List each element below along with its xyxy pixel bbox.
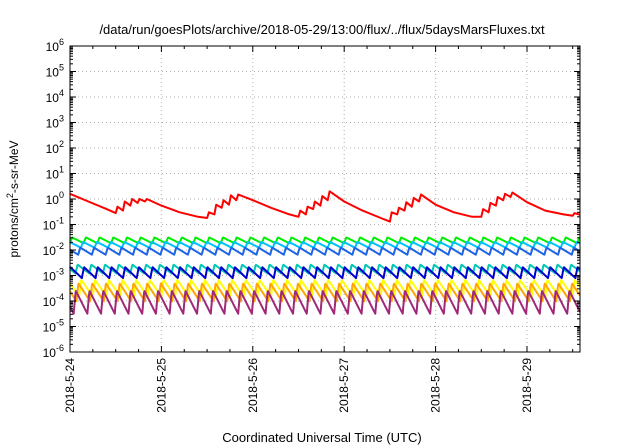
grid <box>70 46 580 352</box>
chart-title: /data/run/goesPlots/archive/2018-05-29/1… <box>99 22 545 37</box>
y-tick-label-base: 10 <box>46 91 60 105</box>
x-tick-label: 2018-5-29 <box>520 358 534 413</box>
series-line-3 <box>69 241 581 249</box>
y-tick-label: 105 <box>46 63 64 80</box>
y-tick-label: 10-5 <box>43 318 64 335</box>
y-axis-label: protons/cm2-s-sr-MeV <box>5 140 21 257</box>
y-tick-label-base: 10 <box>46 142 60 156</box>
y-tick-label-exponent: -1 <box>56 216 64 226</box>
x-tick-label: 2018-5-24 <box>63 358 77 413</box>
y-tick-label-exponent: -5 <box>56 318 64 328</box>
y-tick-label-exponent: -4 <box>56 292 64 302</box>
y-tick-label-exponent: 5 <box>59 63 64 73</box>
x-tick-label: 2018-5-26 <box>246 358 260 413</box>
ticks: 10-610-510-410-310-210-11001011021031041… <box>43 37 580 413</box>
series-line-6 <box>69 266 581 280</box>
x-tick-label: 2018-5-25 <box>154 358 168 413</box>
y-tick-label-exponent: -6 <box>56 343 64 353</box>
y-tick-label-base: 10 <box>46 40 60 54</box>
x-tick-label: 2018-5-28 <box>429 358 443 413</box>
y-tick-label: 106 <box>46 37 64 54</box>
y-tick-label: 101 <box>46 165 64 182</box>
y-tick-label-exponent: 6 <box>59 37 64 47</box>
y-tick-label: 10-1 <box>43 216 64 233</box>
y-tick-label: 103 <box>46 114 64 131</box>
y-tick-label-base: 10 <box>46 193 60 207</box>
y-tick-label-base: 10 <box>43 270 57 284</box>
y-tick-label-exponent: 0 <box>59 190 64 200</box>
series-line-1 <box>69 190 581 223</box>
series-group <box>69 190 581 315</box>
y-tick-label-exponent: -3 <box>56 267 64 277</box>
y-tick-label-exponent: 1 <box>59 165 64 175</box>
y-tick-label-exponent: 3 <box>59 114 64 124</box>
y-tick-label: 10-2 <box>43 241 64 258</box>
y-tick-label: 10-3 <box>43 267 64 284</box>
y-tick-label-base: 10 <box>43 346 57 360</box>
y-tick-label: 10-4 <box>43 292 64 309</box>
x-axis-label: Coordinated Universal Time (UTC) <box>222 430 421 445</box>
series-line-9 <box>69 290 581 315</box>
y-tick-label: 102 <box>46 139 64 156</box>
series-line-8 <box>69 282 581 303</box>
y-tick-label-base: 10 <box>43 321 57 335</box>
y-tick-label-base: 10 <box>46 168 60 182</box>
y-tick-label-exponent: 2 <box>59 139 64 149</box>
series-line-4 <box>69 246 581 256</box>
y-tick-label-base: 10 <box>46 66 60 80</box>
y-tick-label: 10-6 <box>43 343 64 360</box>
y-tick-label-exponent: -2 <box>56 241 64 251</box>
y-tick-label-base: 10 <box>43 295 57 309</box>
y-tick-label-base: 10 <box>43 219 57 233</box>
x-tick-label: 2018-5-27 <box>337 358 351 413</box>
y-tick-label: 104 <box>46 88 64 105</box>
series-line-2 <box>69 236 581 245</box>
y-tick-label-base: 10 <box>46 117 60 131</box>
y-tick-label-base: 10 <box>43 244 57 258</box>
series-line-5 <box>69 263 581 275</box>
y-tick-label-exponent: 4 <box>59 88 64 98</box>
y-tick-label: 100 <box>46 190 64 207</box>
